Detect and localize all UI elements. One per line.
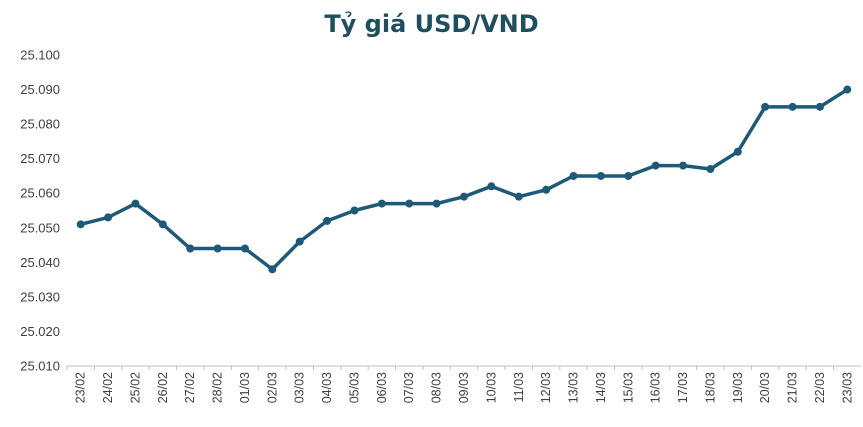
data-point bbox=[350, 206, 359, 215]
data-point bbox=[104, 213, 113, 222]
x-tick-label: 16/03 bbox=[649, 372, 663, 403]
x-tick-label: 28/02 bbox=[211, 372, 225, 403]
x-tick-label: 11/03 bbox=[512, 372, 526, 402]
y-tick-label: 25.060 bbox=[20, 186, 60, 201]
data-point bbox=[460, 192, 468, 201]
y-tick-label: 25.100 bbox=[20, 48, 60, 63]
x-tick-label: 12/03 bbox=[539, 372, 553, 403]
x-tick-label: 17/03 bbox=[676, 372, 690, 403]
data-point bbox=[240, 244, 249, 253]
data-point bbox=[158, 220, 167, 229]
data-point bbox=[706, 165, 715, 174]
data-point bbox=[323, 216, 332, 225]
x-tick-label: 07/03 bbox=[402, 372, 416, 403]
x-tick-label: 23/02 bbox=[74, 372, 88, 403]
y-tick-label: 25.020 bbox=[20, 324, 60, 339]
x-tick-label: 10/03 bbox=[484, 372, 498, 403]
x-tick-label: 22/03 bbox=[813, 372, 827, 403]
y-tick-label: 25.040 bbox=[20, 255, 60, 270]
chart-title: Tỷ giá USD/VND bbox=[324, 10, 539, 38]
x-tick-label: 25/02 bbox=[128, 372, 142, 403]
x-tick-label: 15/03 bbox=[621, 372, 635, 403]
data-point bbox=[377, 199, 386, 208]
y-tick-label: 25.010 bbox=[20, 359, 60, 374]
x-tick-label: 24/02 bbox=[101, 372, 115, 403]
x-tick-label: 03/03 bbox=[293, 372, 307, 403]
data-point bbox=[761, 102, 770, 111]
data-point bbox=[213, 244, 222, 253]
y-tick-label: 25.070 bbox=[20, 151, 60, 166]
x-tick-label: 02/03 bbox=[265, 372, 279, 403]
x-tick-label: 27/02 bbox=[183, 372, 197, 403]
data-point bbox=[514, 192, 523, 201]
data-point bbox=[542, 185, 551, 194]
x-tick-label: 19/03 bbox=[731, 372, 745, 403]
data-point bbox=[432, 199, 441, 208]
x-tick-label: 01/03 bbox=[238, 372, 252, 403]
x-tick-label: 13/03 bbox=[567, 372, 581, 403]
y-tick-label: 25.030 bbox=[20, 289, 60, 304]
data-points bbox=[76, 85, 852, 274]
y-tick-label: 25.080 bbox=[20, 117, 60, 132]
data-point bbox=[569, 171, 578, 180]
data-point bbox=[815, 102, 824, 111]
data-point bbox=[186, 244, 195, 253]
x-tick-label: 18/03 bbox=[703, 372, 717, 403]
y-axis-ticks: 25.010 25.020 25.030 25.040 25.050 25.060 25.0… bbox=[20, 48, 60, 374]
data-point bbox=[651, 161, 660, 170]
data-point bbox=[487, 182, 496, 191]
x-tick-label: 14/03 bbox=[594, 372, 608, 403]
data-point bbox=[596, 171, 605, 180]
data-point bbox=[733, 147, 742, 156]
data-point bbox=[788, 102, 797, 111]
data-point bbox=[295, 237, 304, 246]
y-tick-label: 25.050 bbox=[20, 220, 60, 235]
x-tick-label: 08/03 bbox=[430, 372, 444, 403]
x-tick-label: 06/03 bbox=[375, 372, 389, 403]
x-tick-label: 26/02 bbox=[156, 372, 170, 403]
y-tick-label: 25.090 bbox=[20, 82, 60, 97]
x-axis-ticks: 23/02 24/02 25/02 26/02 27/02 28/02 01/03 02/03… bbox=[66, 366, 854, 403]
x-tick-label: 04/03 bbox=[320, 372, 334, 403]
x-tick-label: 23/03 bbox=[840, 372, 854, 403]
x-tick-label: 05/03 bbox=[347, 372, 361, 403]
x-tick-label: 09/03 bbox=[457, 372, 471, 403]
data-point bbox=[843, 85, 852, 94]
series-line bbox=[80, 88, 849, 271]
data-point bbox=[131, 199, 140, 208]
data-point bbox=[679, 161, 688, 170]
x-tick-label: 20/03 bbox=[758, 372, 772, 403]
data-point bbox=[268, 265, 277, 274]
data-point bbox=[405, 199, 414, 208]
x-tick-label: 21/03 bbox=[786, 372, 800, 403]
data-point bbox=[76, 220, 85, 229]
data-point bbox=[624, 171, 633, 180]
